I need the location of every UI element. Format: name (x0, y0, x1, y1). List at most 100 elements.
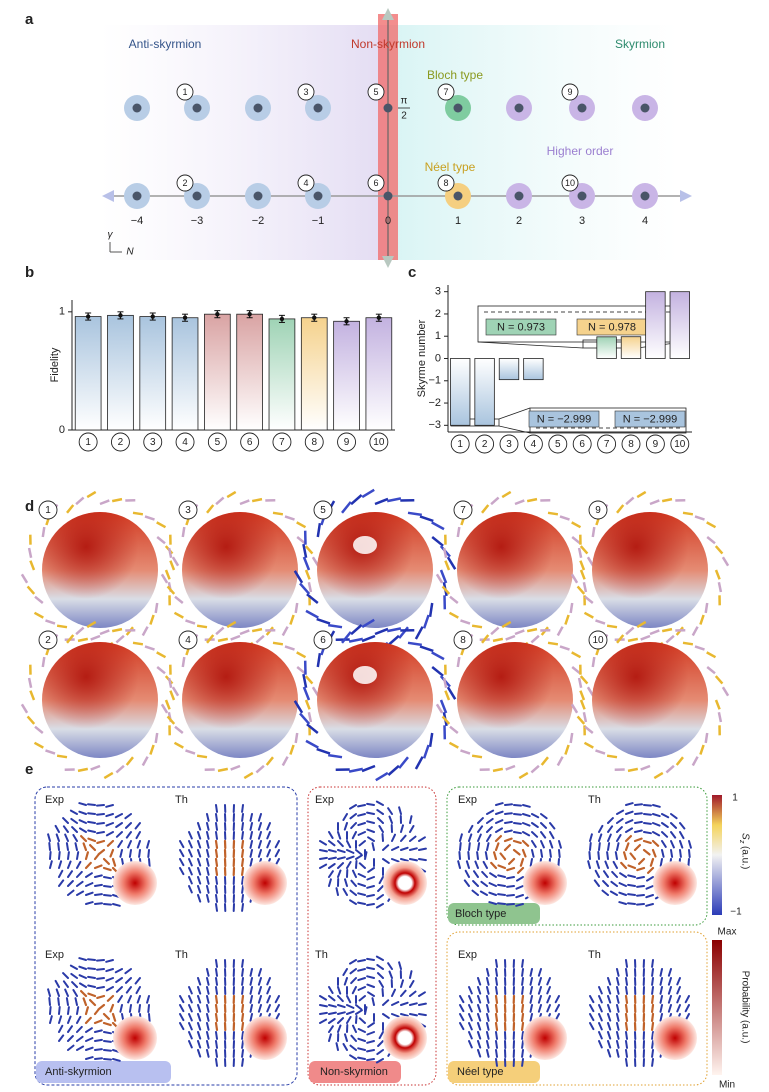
arrowhead (382, 256, 394, 268)
state-circle (572, 434, 592, 454)
state-circle (367, 174, 385, 192)
state-circle (645, 434, 665, 454)
state-circle (670, 434, 690, 454)
n-tick-label: 3 (579, 215, 585, 227)
cell-label: Exp (458, 794, 477, 806)
spin-field (459, 959, 560, 1067)
y-axis-label: Skyrme number (416, 319, 428, 397)
state-label: 4 (303, 178, 308, 188)
spin-field-core (624, 994, 655, 1032)
state-label: 7 (443, 87, 448, 97)
state-circle (297, 174, 315, 192)
state-dot (132, 191, 142, 201)
spin-field (179, 804, 280, 912)
state-label: 10 (373, 437, 385, 448)
panel-label: c (408, 264, 416, 281)
state-dot (313, 103, 323, 113)
state-label: 4 (531, 439, 537, 450)
colorbar (712, 795, 722, 915)
point (215, 311, 220, 317)
sphere-highlight (182, 642, 298, 758)
state-circle (38, 630, 58, 650)
state-dot (577, 191, 587, 201)
state-label: 1 (45, 505, 51, 516)
bar (300, 317, 328, 431)
value-label: N = −2.999 (623, 413, 677, 425)
region-bg (388, 25, 678, 260)
state-label: 2 (118, 437, 124, 448)
type-label: Higher order (547, 144, 614, 158)
sphere-highlight (457, 512, 573, 628)
y-tick-label: −1 (428, 375, 441, 387)
spin-arrows (160, 626, 320, 774)
state-label: 8 (628, 439, 634, 450)
state-dot (313, 191, 323, 201)
bar (596, 336, 617, 359)
probability-inset (243, 1016, 287, 1060)
state-circle (523, 434, 543, 454)
spin-field (587, 802, 692, 907)
spin-arrows (160, 496, 320, 644)
bar (498, 358, 520, 381)
sz-symbol: S (739, 833, 750, 840)
n-tick-label: 2 (516, 215, 522, 227)
cell-label: Exp (45, 794, 64, 806)
probability-inset (113, 861, 157, 905)
state-label: 4 (185, 635, 191, 646)
state-dot (453, 191, 463, 201)
state-label: 9 (653, 439, 659, 450)
state-dot (514, 191, 524, 201)
spin-arrows (435, 626, 595, 774)
state-label: 8 (311, 437, 317, 448)
state-dot (453, 103, 463, 113)
value-label-bg (528, 410, 600, 428)
colorbar-tick: −1 (730, 907, 742, 918)
spin-field (457, 802, 562, 907)
sphere-highlight (42, 642, 158, 758)
value-label: N = −2.999 (537, 413, 591, 425)
arrowhead (382, 8, 394, 20)
state-circle (450, 434, 470, 454)
state-circle (313, 630, 333, 650)
region-label: Anti-skyrmion (129, 37, 202, 51)
state-circle (453, 500, 473, 520)
state-circle (367, 83, 385, 101)
spin-field (47, 957, 152, 1062)
state-circle (621, 434, 641, 454)
region-label: Non-skyrmion (351, 37, 425, 51)
state-label: 3 (506, 439, 512, 450)
zoom-connector (477, 341, 584, 349)
y-tick-label: 3 (435, 286, 441, 298)
value-label: N = 0.978 (588, 321, 636, 333)
state-circle (143, 432, 163, 452)
n-tick-label: 4 (642, 215, 648, 227)
spin-arrows (576, 620, 724, 780)
cell-label: Th (315, 949, 328, 961)
state-label: 10 (565, 178, 575, 188)
state-circle (313, 500, 333, 520)
bar (333, 320, 360, 431)
colorbar-tick: Min (719, 1080, 735, 1091)
panel-a: Anti-skyrmion Non-skyrmion Skyrmion Bloc… (100, 8, 692, 268)
state-circle (304, 432, 324, 452)
state-circle (176, 83, 194, 101)
state-label: 9 (595, 505, 601, 516)
group-tag (36, 1061, 171, 1083)
state-circle (369, 432, 389, 452)
probability-inset (113, 1016, 157, 1060)
state-dot (640, 191, 650, 201)
bar (450, 358, 471, 426)
type-label: Néel type (425, 160, 476, 174)
n-tick-label: 1 (455, 215, 461, 227)
state-label: 7 (460, 505, 466, 516)
state-dot (514, 103, 524, 113)
state-label: 5 (373, 87, 378, 97)
bar (171, 317, 199, 431)
state-circle (175, 432, 195, 452)
group-label: Néel type (457, 1066, 503, 1078)
y-tick-label: 0 (435, 352, 441, 364)
state-circle (38, 500, 58, 520)
state-label: 4 (182, 437, 188, 448)
zoom-connector (498, 407, 531, 420)
